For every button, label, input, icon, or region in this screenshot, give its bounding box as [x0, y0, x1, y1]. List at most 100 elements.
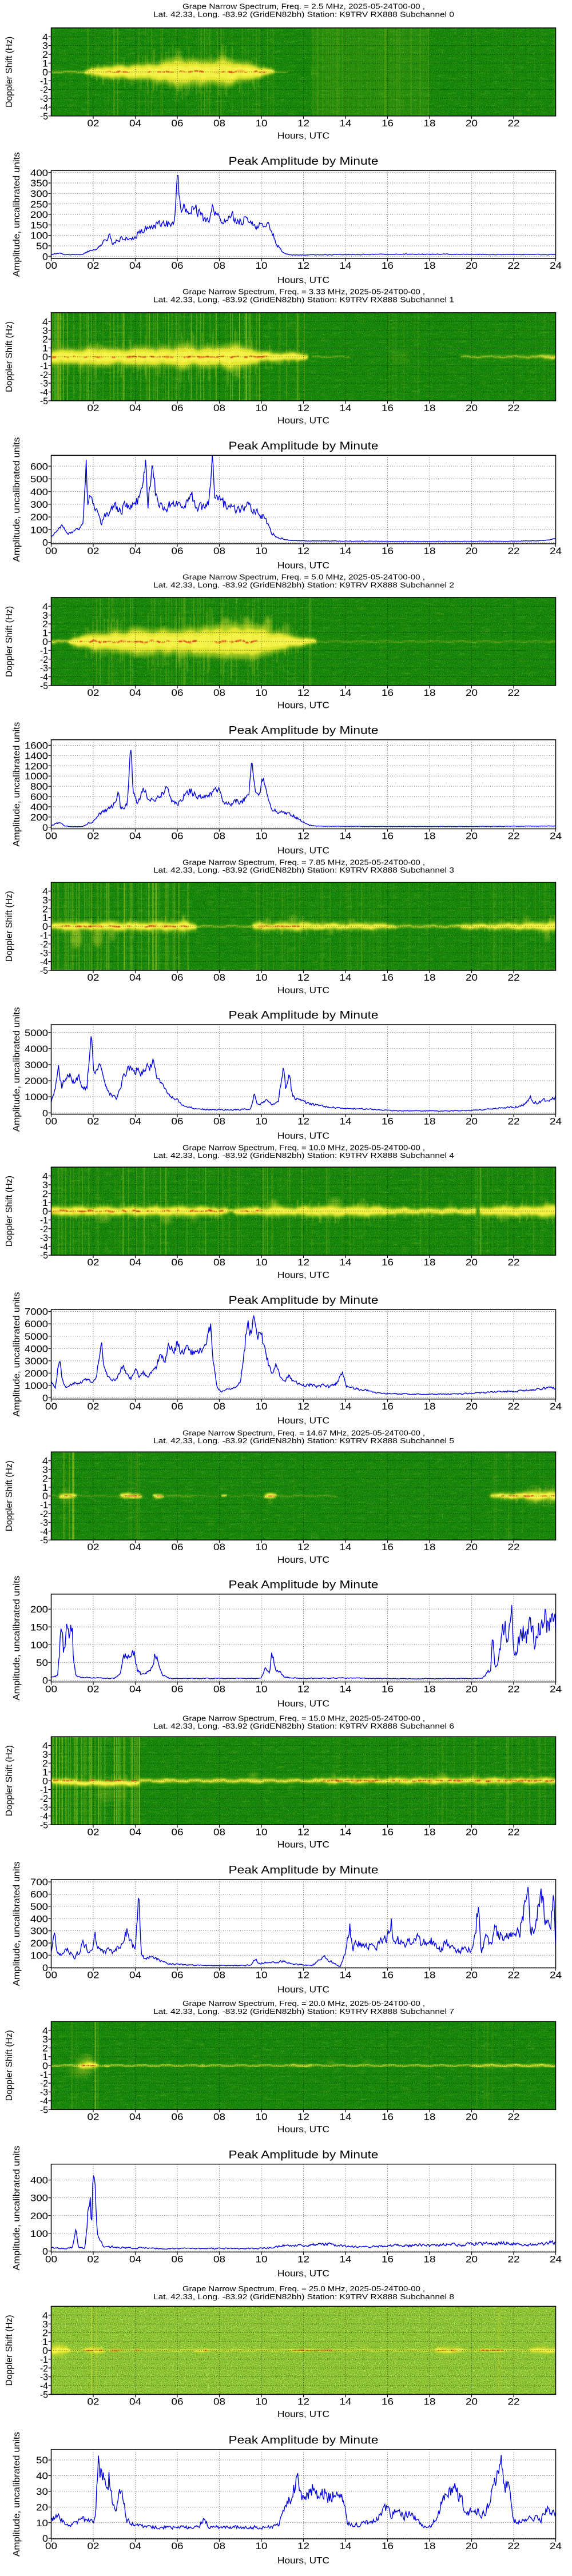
svg-text:700: 700 — [30, 1877, 48, 1888]
svg-text:3: 3 — [42, 1749, 48, 1760]
svg-text:200: 200 — [30, 1604, 48, 1615]
svg-text:04: 04 — [129, 2254, 141, 2265]
svg-text:Doppler Shift (Hz): Doppler Shift (Hz) — [5, 891, 14, 962]
svg-text:Hours, UTC: Hours, UTC — [277, 986, 329, 996]
svg-text:Peak Amplitude by Minute: Peak Amplitude by Minute — [229, 1010, 379, 1022]
svg-text:1: 1 — [42, 343, 48, 354]
svg-text:100: 100 — [30, 1950, 48, 1961]
svg-text:3: 3 — [42, 325, 48, 336]
svg-text:200: 200 — [30, 209, 48, 220]
svg-text:12: 12 — [297, 1684, 309, 1695]
svg-text:12: 12 — [297, 2396, 309, 2407]
svg-text:1: 1 — [42, 913, 48, 923]
svg-text:250: 250 — [30, 199, 48, 210]
svg-text:Doppler Shift (Hz): Doppler Shift (Hz) — [5, 2030, 14, 2101]
svg-text:02: 02 — [88, 2111, 100, 2122]
svg-text:12: 12 — [297, 1826, 309, 1837]
svg-text:3000: 3000 — [25, 1060, 48, 1070]
svg-text:04: 04 — [129, 260, 141, 271]
svg-text:-4: -4 — [40, 672, 48, 683]
svg-text:Hours, UTC: Hours, UTC — [277, 132, 329, 141]
svg-text:20: 20 — [466, 260, 478, 271]
svg-text:100: 100 — [30, 525, 48, 536]
svg-text:08: 08 — [213, 2541, 225, 2551]
svg-text:00: 00 — [45, 1970, 57, 1981]
svg-text:08: 08 — [213, 403, 225, 413]
svg-text:12: 12 — [297, 1401, 309, 1412]
svg-text:200: 200 — [30, 812, 48, 823]
svg-text:20: 20 — [466, 1970, 478, 1981]
svg-text:16: 16 — [382, 1684, 394, 1695]
svg-text:08: 08 — [213, 2396, 225, 2407]
svg-text:Amplitude, uncalibrated units: Amplitude, uncalibrated units — [12, 722, 22, 847]
svg-text:3: 3 — [42, 1464, 48, 1475]
svg-text:00: 00 — [45, 260, 57, 271]
svg-text:06: 06 — [172, 2541, 184, 2551]
svg-text:100: 100 — [30, 1639, 48, 1650]
svg-text:06: 06 — [172, 687, 184, 698]
svg-text:0: 0 — [42, 2060, 48, 2071]
svg-text:10: 10 — [256, 1684, 268, 1695]
svg-text:Peak Amplitude by Minute: Peak Amplitude by Minute — [229, 724, 379, 736]
svg-text:200: 200 — [30, 1938, 48, 1949]
svg-text:Hours, UTC: Hours, UTC — [277, 2410, 329, 2419]
svg-text:Hours, UTC: Hours, UTC — [277, 276, 329, 285]
svg-text:4: 4 — [42, 1456, 48, 1467]
svg-text:Grape Narrow Spectrum, Freq. =: Grape Narrow Spectrum, Freq. = 2.5 MHz, … — [182, 2, 425, 11]
svg-text:Grape Narrow Spectrum, Freq. =: Grape Narrow Spectrum, Freq. = 7.85 MHz,… — [182, 858, 425, 866]
svg-text:-5: -5 — [40, 1535, 48, 1546]
svg-text:2: 2 — [42, 49, 48, 60]
svg-text:08: 08 — [213, 2111, 225, 2122]
svg-text:150: 150 — [30, 220, 48, 230]
svg-text:12: 12 — [297, 1116, 309, 1127]
svg-text:12: 12 — [297, 1542, 309, 1552]
svg-text:-4: -4 — [40, 957, 48, 968]
svg-text:00: 00 — [45, 831, 57, 842]
svg-text:4: 4 — [42, 2310, 48, 2321]
svg-text:-2: -2 — [40, 1793, 48, 1804]
svg-text:300: 300 — [30, 1926, 48, 1937]
svg-text:20: 20 — [466, 546, 478, 556]
svg-text:2: 2 — [42, 1758, 48, 1769]
svg-text:04: 04 — [129, 1116, 141, 1127]
svg-text:22: 22 — [508, 972, 520, 983]
svg-text:Amplitude, uncalibrated units: Amplitude, uncalibrated units — [12, 1292, 22, 1416]
svg-text:Lat. 42.33, Long. -83.92 (Gri: Lat. 42.33, Long. -83.92 (GridEN82bh) St… — [153, 1722, 454, 1730]
svg-text:02: 02 — [88, 2254, 100, 2265]
svg-text:22: 22 — [508, 1401, 520, 1412]
svg-text:06: 06 — [172, 1826, 184, 1837]
svg-text:20: 20 — [466, 1116, 478, 1127]
svg-text:Hours, UTC: Hours, UTC — [277, 2556, 329, 2566]
svg-text:18: 18 — [424, 972, 436, 983]
svg-text:Doppler Shift (Hz): Doppler Shift (Hz) — [5, 37, 14, 108]
svg-text:02: 02 — [88, 403, 100, 413]
svg-text:16: 16 — [382, 1970, 394, 1981]
svg-text:10: 10 — [256, 1970, 268, 1981]
svg-text:24: 24 — [550, 260, 562, 271]
svg-text:18: 18 — [424, 1401, 436, 1412]
svg-text:14: 14 — [340, 2254, 352, 2265]
svg-text:10: 10 — [256, 403, 268, 413]
svg-text:04: 04 — [129, 1684, 141, 1695]
svg-text:16: 16 — [382, 1116, 394, 1127]
svg-text:4: 4 — [42, 886, 48, 897]
svg-text:1200: 1200 — [25, 761, 48, 771]
svg-text:08: 08 — [213, 831, 225, 842]
svg-text:18: 18 — [424, 1116, 436, 1127]
svg-text:Hours, UTC: Hours, UTC — [277, 1555, 329, 1565]
svg-text:0: 0 — [42, 921, 48, 932]
svg-text:Grape Narrow Spectrum, Freq. =: Grape Narrow Spectrum, Freq. = 15.0 MHz,… — [182, 1714, 425, 1722]
svg-text:14: 14 — [340, 1401, 352, 1412]
svg-text:06: 06 — [172, 260, 184, 271]
svg-text:-3: -3 — [40, 378, 48, 389]
svg-text:3: 3 — [42, 2319, 48, 2330]
svg-text:22: 22 — [508, 2396, 520, 2407]
svg-text:-5: -5 — [40, 111, 48, 122]
svg-text:10: 10 — [256, 972, 268, 983]
svg-text:Amplitude, uncalibrated units: Amplitude, uncalibrated units — [12, 152, 22, 277]
svg-text:Doppler Shift (Hz): Doppler Shift (Hz) — [5, 321, 14, 392]
svg-text:300: 300 — [30, 188, 48, 199]
svg-text:Amplitude, uncalibrated units: Amplitude, uncalibrated units — [12, 437, 22, 562]
svg-text:06: 06 — [172, 1542, 184, 1552]
svg-text:1: 1 — [42, 58, 48, 69]
